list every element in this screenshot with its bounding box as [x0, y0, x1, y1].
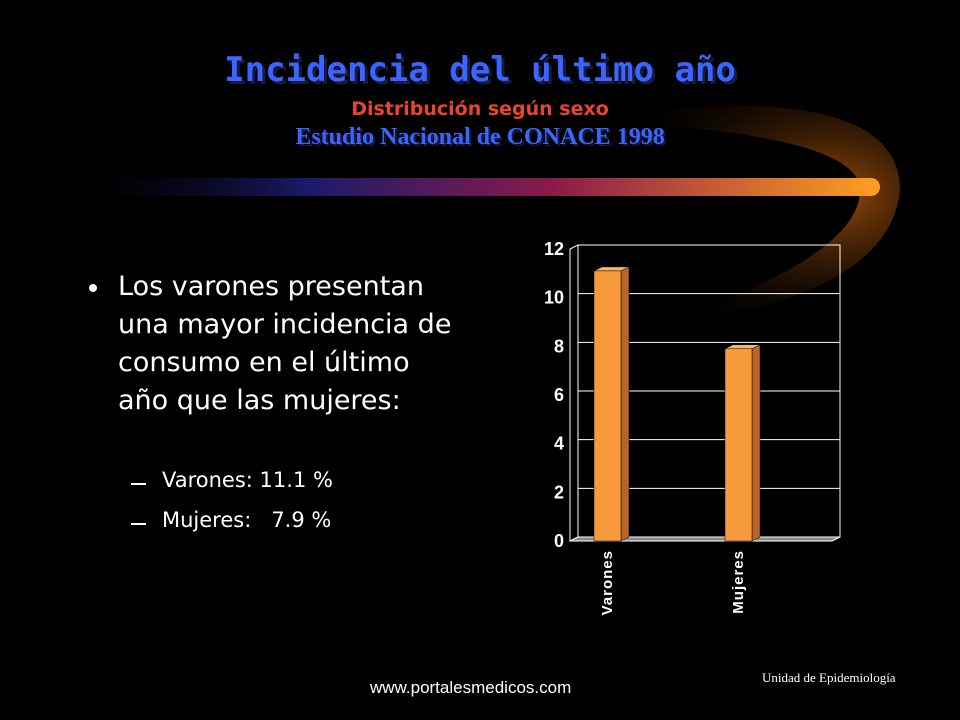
y-tick-label: 6	[554, 385, 564, 405]
bullet-text: Los varones presentan una mayor incidenc…	[118, 271, 452, 416]
subtitle: Distribución según sexo	[351, 98, 609, 120]
y-tick-label: 2	[554, 482, 564, 502]
bar	[593, 270, 622, 542]
bar-side	[751, 344, 761, 542]
y-tick-label: 12	[544, 239, 564, 259]
side-wall	[569, 244, 579, 542]
sub-bullet: Mujeres: 7.9 %	[162, 508, 332, 532]
sub-bullet: Varones: 11.1 %	[162, 468, 333, 492]
y-tick-label: 8	[554, 336, 564, 356]
website: www.portalesmedicos.com	[370, 678, 572, 697]
bar-side	[620, 266, 630, 542]
bar	[724, 348, 753, 542]
unit: Unidad de Epidemiología	[762, 670, 896, 685]
y-tick-label: 0	[554, 531, 564, 551]
x-tick-label: Varones	[599, 550, 616, 615]
source: Estudio Nacional de CONACE 1998	[295, 124, 665, 150]
swoosh	[560, 105, 900, 330]
y-tick-label: 4	[554, 434, 564, 454]
bullet-dot	[89, 284, 97, 292]
x-tick-label: Mujeres	[730, 550, 747, 614]
y-tick-label: 10	[544, 288, 564, 308]
title-bar	[60, 178, 880, 196]
title: Incidencia del último año	[224, 50, 736, 90]
